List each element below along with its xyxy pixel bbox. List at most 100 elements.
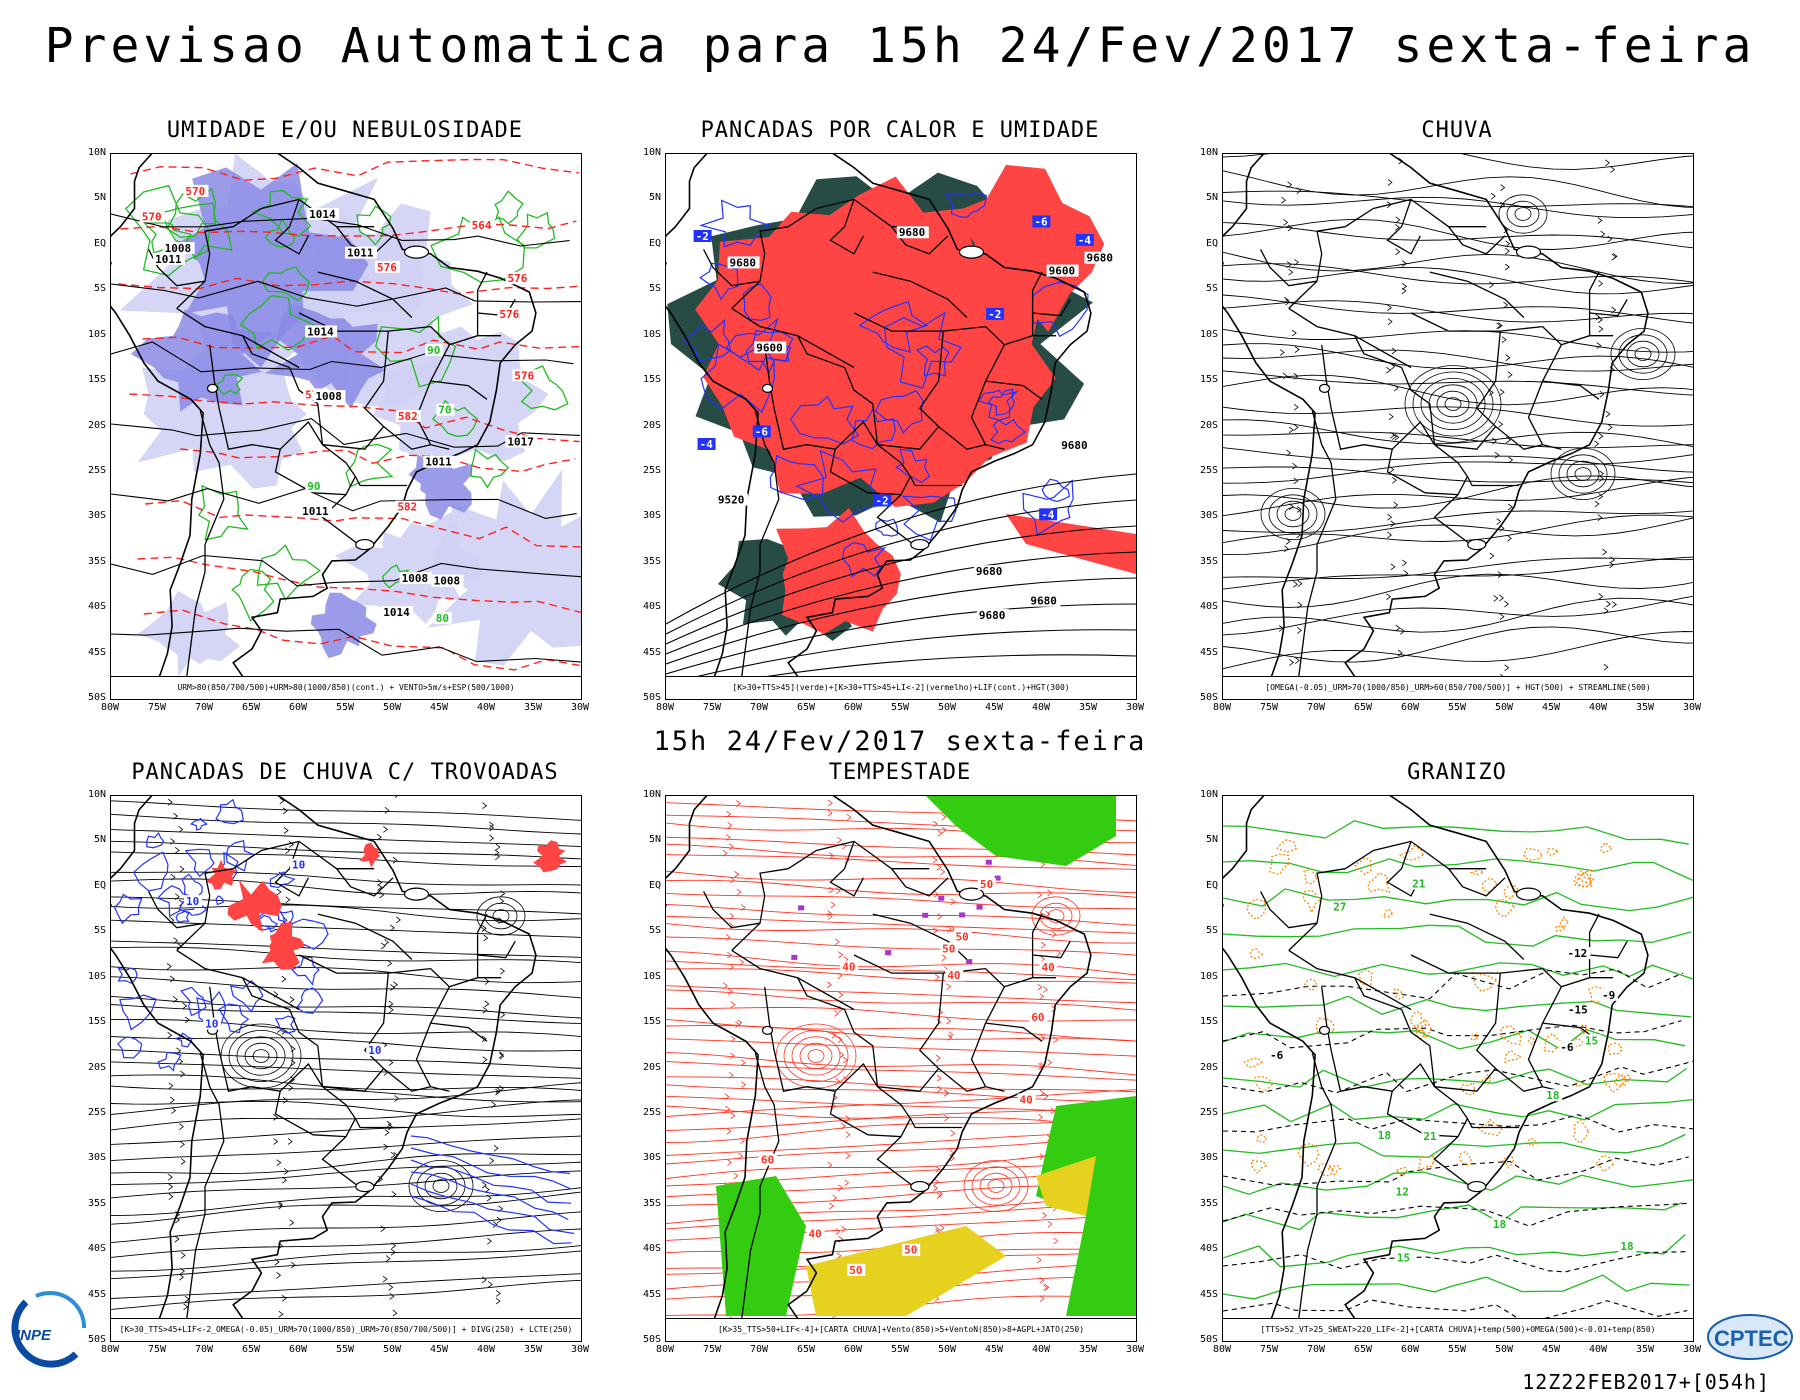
- contour-label: 1008: [165, 242, 192, 255]
- contour-label: 9680: [730, 256, 757, 269]
- contour-label: -6: [1270, 1049, 1284, 1062]
- lat-tick-label: 5S: [93, 283, 106, 295]
- contour-labels: 9680 9680 9680 9680 9680 9680 9680 9600 9600 9520: [715, 226, 1117, 622]
- political-borders: [703, 198, 1071, 681]
- lat-tick-label: 45S: [642, 646, 661, 658]
- lat-tick-label: 35S: [642, 555, 661, 567]
- lon-tick-label: 45W: [429, 1344, 449, 1355]
- contour-label: 1011: [347, 247, 374, 260]
- lat-tick-label: 15S: [1199, 1016, 1218, 1028]
- contour-label: 576: [507, 272, 527, 285]
- map-svg-trovoadas: 10 10 10 10: [111, 796, 581, 1341]
- lat-tick-label: 25S: [87, 464, 106, 476]
- contour-label: 9600: [756, 341, 783, 354]
- lat-tick-label: EQ: [1205, 237, 1218, 249]
- contour-label: 1014: [307, 325, 334, 338]
- contour-labels: 90 80 90 70: [305, 343, 455, 625]
- lon-tick-label: 75W: [1259, 702, 1279, 713]
- lat-tick-label: 15S: [87, 1016, 106, 1028]
- lat-tick-label: 25S: [1199, 1106, 1218, 1118]
- lon-tick-label: 60W: [288, 702, 308, 713]
- lat-tick-label: 30S: [642, 510, 661, 522]
- contour-label: -9: [1602, 989, 1615, 1002]
- contour-label: 9680: [976, 565, 1003, 578]
- lat-tick-label: 25S: [87, 1106, 106, 1118]
- lat-tick-label: 50S: [87, 1334, 106, 1345]
- contour-label: 40: [809, 1227, 822, 1240]
- lon-tick-label: 65W: [241, 1344, 261, 1355]
- contour-label: 1011: [155, 253, 182, 266]
- lon-tick-label: 30W: [1682, 1344, 1702, 1355]
- contour-label: 18: [1546, 1089, 1559, 1102]
- lat-tick-label: 40S: [642, 601, 661, 613]
- lon-tick-label: 50W: [937, 1344, 957, 1355]
- panel-legend-umidade: URM>80(850/700/500)+URM>80(1000/850)(con…: [111, 676, 581, 699]
- lat-tick-label: 10N: [87, 789, 106, 800]
- lon-tick-label: 50W: [1494, 702, 1514, 713]
- contour-labels: 18 15 18 21 18 15 12 27 21 18: [1331, 877, 1637, 1264]
- lat-tick-label: 5N: [93, 192, 106, 204]
- lat-tick-label: 25S: [1199, 464, 1218, 476]
- lat-tick-label: 10N: [1199, 147, 1218, 158]
- main-title: Previsao Automatica para 15h 24/Fev/2017…: [44, 18, 1756, 74]
- lon-tick-label: 60W: [843, 1344, 863, 1355]
- contour-label: -4: [700, 438, 714, 451]
- lon-tick-label: 45W: [984, 702, 1004, 713]
- mid-subtitle: 15h 24/Fev/2017 sexta-feira: [653, 726, 1147, 757]
- lat-tick-label: 20S: [1199, 419, 1218, 431]
- lon-tick-label: 60W: [843, 702, 863, 713]
- contour-label: 1011: [302, 505, 329, 518]
- lon-tick-label: 65W: [796, 1344, 816, 1355]
- lat-tick-label: 25S: [642, 1106, 661, 1118]
- lon-tick-label: 35W: [1635, 1344, 1655, 1355]
- contour-label: 582: [398, 410, 418, 423]
- lon-tick-label: 70W: [1306, 1344, 1326, 1355]
- lat-tick-label: 10N: [642, 147, 661, 158]
- contour-label: 50: [849, 1264, 862, 1277]
- panel-title-tempestade: TEMPESTADE: [828, 760, 972, 785]
- lon-tick-label: 35W: [1078, 702, 1098, 713]
- lat-tick-label: 5N: [1205, 192, 1218, 204]
- lon-tick-label: 40W: [476, 1344, 496, 1355]
- lon-tick-label: 30W: [570, 702, 590, 713]
- lon-tick-label: 75W: [147, 1344, 167, 1355]
- contour-label: -4: [1041, 508, 1055, 521]
- lon-tick-label: 50W: [1494, 1344, 1514, 1355]
- panel-legend-pancadas-calor: [K>30+TTS>45](verde)+[K>30+TTS>45+LI<-2]…: [666, 676, 1136, 699]
- map-svg-pancadas-calor: 9680 9680 9680 9680 9680 9680 9680 9600 9600 9520…: [666, 154, 1136, 699]
- streamlines: [1223, 154, 1693, 699]
- lat-tick-label: 15S: [1199, 374, 1218, 386]
- contour-label: 18: [1620, 1240, 1633, 1253]
- lat-tick-label: 35S: [642, 1197, 661, 1209]
- lat-tick-label: 5S: [1205, 283, 1218, 295]
- contour-label: 60: [761, 1154, 774, 1167]
- lon-tick-label: 80W: [100, 1344, 120, 1355]
- contour-label: -15: [1568, 1003, 1588, 1016]
- contour-label: 1017: [507, 435, 534, 448]
- lat-tick-label: 30S: [87, 510, 106, 522]
- lat-tick-label: EQ: [648, 879, 661, 891]
- lat-tick-label: 25S: [642, 464, 661, 476]
- lon-tick-label: 60W: [1400, 1344, 1420, 1355]
- contour-label: 9520: [718, 494, 745, 507]
- map-panel-chuva: [OMEGA(-0.05)_URM>70(1000/850)_URM>60(85…: [1222, 153, 1694, 700]
- lon-tick-label: 35W: [1635, 702, 1655, 713]
- lon-tick-label: 30W: [1125, 702, 1145, 713]
- lat-tick-label: 5N: [1205, 834, 1218, 846]
- map-svg-granizo: 18 15 18 21 18 15 12 27 21 18 -6 -6 -9 -12 -15: [1223, 796, 1693, 1341]
- lat-tick-label: EQ: [1205, 879, 1218, 891]
- lat-tick-label: 20S: [87, 1061, 106, 1073]
- contour-label: 40: [842, 961, 855, 974]
- lon-tick-label: 55W: [890, 702, 910, 713]
- contour-label: 576: [377, 261, 397, 274]
- contour-label: 1008: [402, 572, 429, 585]
- lat-tick-label: 10S: [642, 970, 661, 982]
- lon-tick-label: 80W: [1212, 702, 1232, 713]
- cptec-logo-text: CPTEC: [1714, 1326, 1789, 1351]
- lon-tick-label: 65W: [1353, 702, 1373, 713]
- lon-tick-label: 45W: [984, 1344, 1004, 1355]
- lon-tick-label: 60W: [1400, 702, 1420, 713]
- contour-label: 576: [514, 369, 534, 382]
- panel-title-granizo: GRANIZO: [1407, 760, 1507, 785]
- contour-label: 9680: [899, 226, 926, 239]
